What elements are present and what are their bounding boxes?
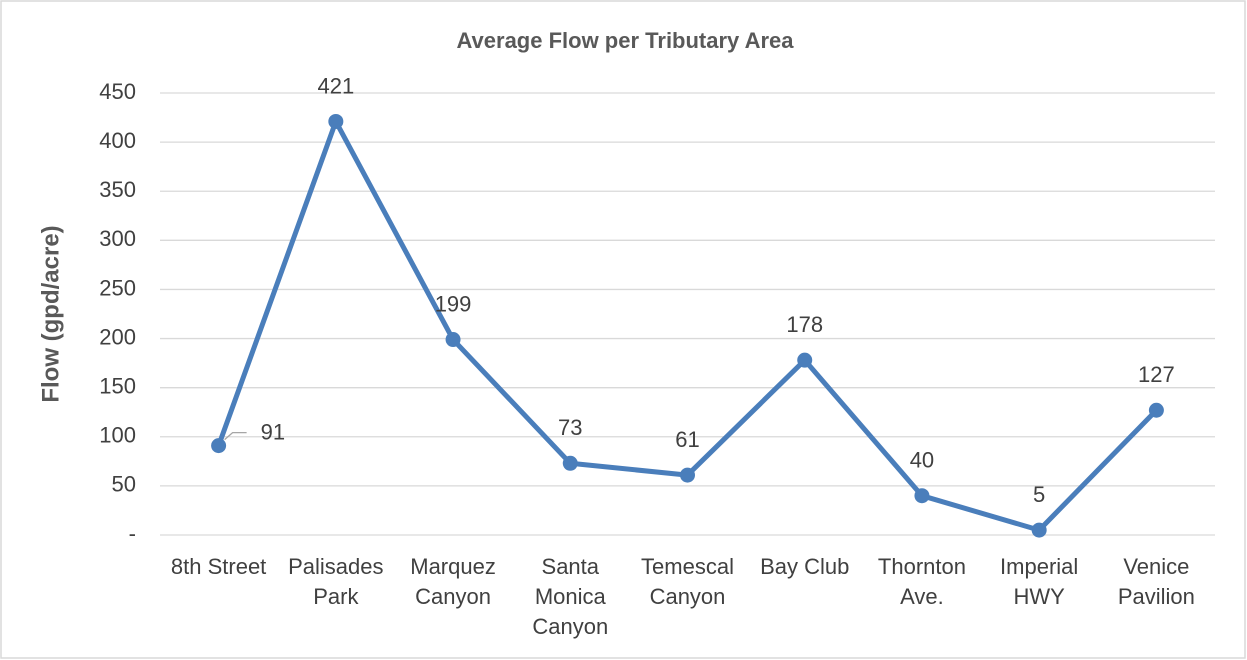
y-tick-label: 350: [99, 177, 136, 202]
marker: [1148, 402, 1164, 418]
marker: [797, 352, 813, 368]
y-tick-label: -: [129, 521, 136, 546]
leader-line: [224, 431, 247, 441]
x-tick-label: Marquez Canyon: [410, 554, 496, 609]
data-label: 178: [786, 312, 823, 337]
data-label: 61: [675, 427, 699, 452]
marker: [1031, 522, 1047, 538]
y-tick-label: 250: [99, 275, 136, 300]
y-tick-label: 100: [99, 423, 136, 448]
data-label: 40: [910, 448, 934, 473]
y-axis-label: Flow (gpd/acre): [37, 225, 64, 402]
x-tick-label: Thornton Ave.: [878, 554, 966, 609]
x-tick-label: Imperial HWY: [1000, 554, 1078, 609]
data-label: 91: [261, 419, 285, 444]
x-tick-label: Temescal Canyon: [641, 554, 734, 609]
data-label: 73: [558, 415, 582, 440]
marker: [914, 488, 930, 504]
x-tick-label: Palisades Park: [288, 554, 383, 609]
y-tick-label: 200: [99, 324, 136, 349]
y-tick-label: 300: [99, 226, 136, 251]
data-label: 199: [435, 291, 472, 316]
marker: [562, 455, 578, 471]
data-label: 127: [1138, 362, 1175, 387]
marker: [680, 467, 695, 483]
x-tick-label: Bay Club: [760, 554, 849, 579]
y-tick-label: 50: [112, 472, 136, 497]
marker: [211, 438, 227, 454]
marker: [328, 113, 344, 129]
data-label: 5: [1033, 482, 1045, 507]
data-label: 421: [317, 73, 354, 98]
x-tick-label: Venice Pavilion: [1118, 554, 1195, 609]
x-tick-label: Santa Monica Canyon: [532, 554, 608, 639]
y-tick-label: 450: [99, 79, 136, 104]
y-tick-label: 150: [99, 373, 136, 398]
marker: [445, 332, 461, 348]
y-tick-label: 400: [99, 128, 136, 153]
chart-title: Average Flow per Tributary Area: [456, 28, 794, 53]
x-tick-label: 8th Street: [171, 554, 266, 579]
